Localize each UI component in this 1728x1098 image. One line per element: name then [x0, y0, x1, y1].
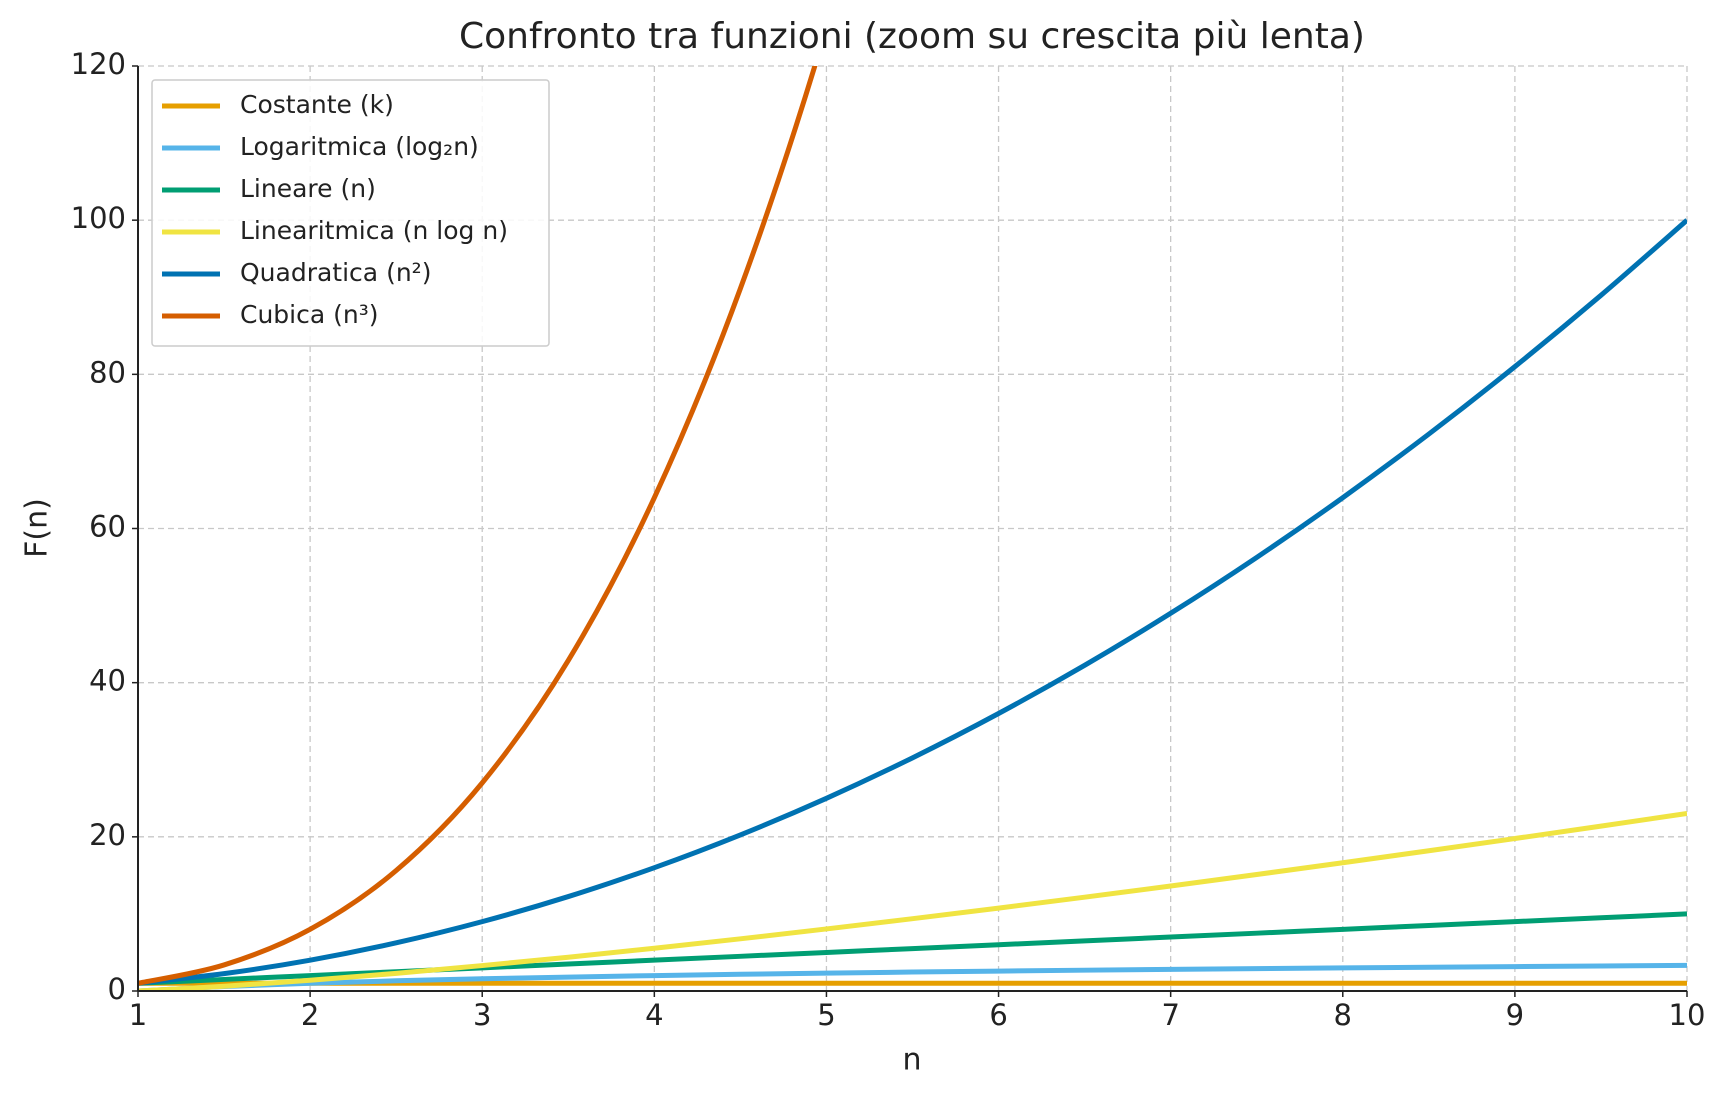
legend-label: Logaritmica (log₂n) [240, 132, 479, 161]
x-tick-label: 4 [645, 998, 663, 1032]
y-tick-label: 80 [89, 355, 126, 389]
y-tick-label: 60 [89, 510, 126, 544]
legend: Costante (k) Logaritmica (log₂n) Lineare (… [151, 79, 550, 347]
y-tick-label: 20 [89, 818, 126, 852]
y-axis-label: F(n) [20, 498, 55, 558]
legend-label: Costante (k) [240, 90, 394, 119]
legend-label: Linearitmica (n log n) [240, 216, 508, 245]
x-tick-label: 10 [1669, 998, 1706, 1032]
y-tick-label: 40 [89, 664, 126, 698]
y-tick-label: 0 [108, 972, 126, 1006]
legend-label: Cubica (n³) [240, 300, 379, 329]
x-tick-label: 3 [473, 998, 491, 1032]
y-tick-label: 120 [71, 47, 126, 81]
x-tick-label: 6 [989, 998, 1007, 1032]
legend-box [151, 79, 550, 347]
x-tick-label: 2 [301, 998, 319, 1032]
x-tick-label: 9 [1506, 998, 1524, 1032]
chart-title: Confronto tra funzioni (zoom su crescita… [459, 16, 1365, 57]
legend-label: Quadratica (n²) [240, 258, 431, 287]
y-tick-label: 100 [71, 201, 126, 235]
line-series [138, 218, 1687, 986]
x-tick-label: 5 [817, 998, 835, 1032]
line-series [138, 811, 1687, 991]
plot-area [138, 66, 1687, 991]
x-tick-label: 1 [129, 998, 147, 1032]
line-series [138, 962, 1687, 991]
legend-label: Lineare (n) [240, 174, 376, 203]
line-series [138, 66, 818, 986]
x-axis-label: n [902, 1043, 921, 1078]
x-tick-label: 7 [1161, 998, 1179, 1032]
x-tick-label: 8 [1334, 998, 1352, 1032]
